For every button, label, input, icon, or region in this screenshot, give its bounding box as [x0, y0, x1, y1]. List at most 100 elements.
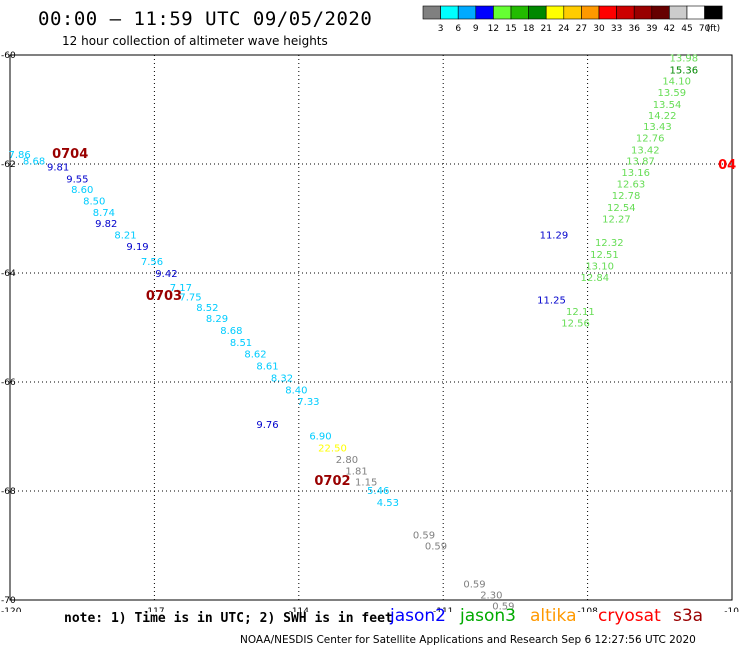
wave-height-value: 12.54	[607, 203, 636, 214]
legend-tick-label: 24	[558, 24, 570, 34]
wave-height-value: 8.52	[196, 303, 218, 314]
legend-tick-label: 21	[540, 24, 551, 34]
y-tick-label: -66	[1, 378, 16, 388]
wave-height-value: 9.55	[66, 175, 88, 186]
wave-height-value: 7.86	[8, 150, 30, 161]
wave-height-value: 13.87	[626, 157, 655, 168]
legend-tick-label: 12	[488, 24, 499, 34]
legend-tick-label: 15	[505, 24, 516, 34]
satellite-label-altika: altika	[530, 606, 577, 626]
wave-height-value: 7.75	[179, 292, 201, 303]
wave-height-value: 14.10	[662, 77, 691, 88]
satellite-label-jason2: jason2	[390, 606, 446, 626]
wave-height-value: 12.11	[566, 307, 595, 318]
legend-tick-label: 30	[593, 24, 605, 34]
wave-height-value: 13.59	[658, 88, 687, 99]
x-tick-label: -10	[724, 607, 739, 612]
y-tick-label: -60	[1, 51, 16, 61]
x-tick-label: -108	[577, 607, 598, 612]
time-label: 0704	[52, 147, 88, 162]
color-legend: 3 6 9 12 15 18 21 24 27 30 33 36 39 42 45 70(ft)	[422, 5, 723, 34]
wave-height-value: 8.62	[244, 350, 266, 361]
legend-tick-label: 70	[699, 24, 711, 34]
wave-height-value: 8.61	[256, 362, 278, 373]
legend-tick-label: 9	[473, 24, 479, 34]
legend-tick-label: 36	[628, 24, 640, 34]
wave-height-value: 4.53	[377, 498, 399, 509]
wave-height-value: 7.33	[297, 397, 319, 408]
wave-height-value: 12.27	[602, 215, 631, 226]
wave-height-value: 8.32	[271, 374, 293, 385]
wave-height-value: 8.50	[83, 197, 105, 208]
wave-height-value: 8.74	[93, 208, 115, 219]
wave-height-value: 8.51	[230, 338, 252, 349]
legend-tick-label: 33	[611, 24, 622, 34]
wave-height-value: 0.59	[492, 601, 514, 612]
legend-tick-label: 6	[455, 24, 461, 34]
wave-height-value: 2.80	[336, 455, 358, 466]
y-tick-label: -62	[1, 160, 16, 170]
wave-height-value: 12.84	[580, 273, 609, 284]
wave-height-value: 8.68	[23, 157, 45, 168]
x-tick-label: -114	[289, 607, 310, 612]
wave-height-value: 9.76	[256, 420, 278, 431]
wave-height-value: 7.17	[170, 283, 192, 294]
wave-height-value: 11.25	[537, 296, 566, 307]
wave-height-value: 12.76	[636, 133, 665, 144]
wave-height-value: 0.59	[413, 531, 435, 542]
wave-height-value: 9.81	[47, 163, 69, 174]
y-tick-label: -64	[1, 269, 16, 279]
legend-tick-label: 45	[681, 24, 692, 34]
wave-height-value: 12.78	[612, 191, 641, 202]
wave-height-value: 13.10	[585, 261, 614, 272]
wave-height-value: 0.59	[425, 542, 447, 553]
wave-height-value: 9.19	[126, 242, 148, 253]
legend-tick-label: 18	[523, 24, 535, 34]
plot-frame	[9, 54, 733, 601]
legend-tick-label: 27	[576, 24, 587, 34]
wave-height-value: 22.50	[318, 443, 347, 454]
wave-height-value: 13.43	[643, 122, 672, 133]
wave-height-value: 13.98	[670, 54, 699, 65]
wave-height-value: 7.56	[141, 257, 163, 268]
footer-note: note: 1) Time is in UTC; 2) SWH is in fe…	[64, 611, 393, 626]
wave-height-value: 9.42	[155, 269, 177, 280]
legend-unit: (ft)	[707, 24, 721, 34]
wave-height-value: 12.51	[590, 250, 619, 261]
time-label: 0703	[146, 289, 182, 304]
wave-height-value: 2.30	[480, 591, 502, 602]
wave-height-value: 12.56	[561, 319, 590, 330]
wave-height-value: 0.59	[463, 580, 485, 591]
wave-height-value: 5.46	[367, 486, 389, 497]
time-label: 04	[718, 158, 736, 173]
page-subtitle: 12 hour collection of altimeter wave hei…	[62, 34, 328, 48]
wave-height-value: 8.60	[71, 185, 93, 196]
x-tick-label: -117	[144, 607, 164, 612]
wave-height-value: 12.32	[595, 238, 624, 249]
wave-height-value: 8.68	[220, 326, 242, 337]
satellite-label-jason3: jason3	[460, 606, 516, 626]
y-tick-label: -68	[1, 487, 16, 497]
x-tick-label: -120	[1, 607, 22, 612]
wave-height-value: 8.21	[114, 230, 136, 241]
footer-credit: NOAA/NESDIS Center for Satellite Applica…	[240, 634, 696, 646]
time-label: 0702	[314, 474, 350, 489]
wave-height-value: 9.82	[95, 219, 117, 230]
wave-height-value: 13.42	[631, 145, 660, 156]
satellite-label-cryosat: cryosat	[598, 606, 661, 626]
wave-height-value: 15.36	[670, 66, 699, 77]
wave-height-value: 8.29	[206, 314, 228, 325]
wave-height-value: 6.90	[309, 431, 331, 442]
wave-height-value: 13.16	[621, 168, 650, 179]
wave-height-value: 11.29	[540, 230, 569, 241]
page-title: 00:00 – 11:59 UTC 09/05/2020	[38, 8, 373, 30]
wave-height-value: 13.54	[653, 100, 682, 111]
wave-height-chart: -120 -117 -114 -111 -108 -10 -60 -62 -64 -66 -68 -7…	[1, 51, 739, 612]
wave-height-value: 1.15	[355, 478, 377, 489]
wave-height-value: 12.63	[617, 180, 646, 191]
satellite-label-s3a: s3a	[673, 606, 704, 626]
wave-height-value: 14.22	[648, 111, 677, 122]
legend-tick-label: 3	[438, 24, 444, 34]
wave-height-value: 1.81	[345, 466, 367, 477]
